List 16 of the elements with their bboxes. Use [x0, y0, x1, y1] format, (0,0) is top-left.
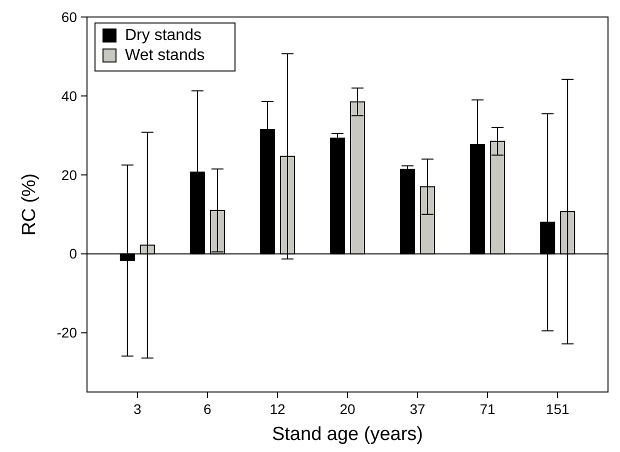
- x-tick-label: 6: [204, 401, 212, 417]
- x-tick-label: 37: [410, 401, 426, 417]
- legend-label: Dry stands: [125, 27, 202, 44]
- x-tick-label: 71: [480, 401, 496, 417]
- x-tick-label: 12: [270, 401, 286, 417]
- y-tick-label: 20: [61, 166, 78, 183]
- x-tick-label: 20: [340, 401, 356, 417]
- x-tick-label: 151: [546, 401, 570, 417]
- y-axis-title: RC (%): [19, 173, 40, 236]
- legend-label: Wet stands: [125, 47, 205, 64]
- x-axis-title: Stand age (years): [272, 424, 424, 445]
- y-tick-label: 40: [61, 88, 78, 104]
- y-tick-label: -20: [56, 324, 78, 341]
- x-tick-label: 3: [134, 401, 142, 417]
- y-tick-label: 0: [69, 246, 78, 262]
- y-tick-label: 60: [61, 8, 78, 25]
